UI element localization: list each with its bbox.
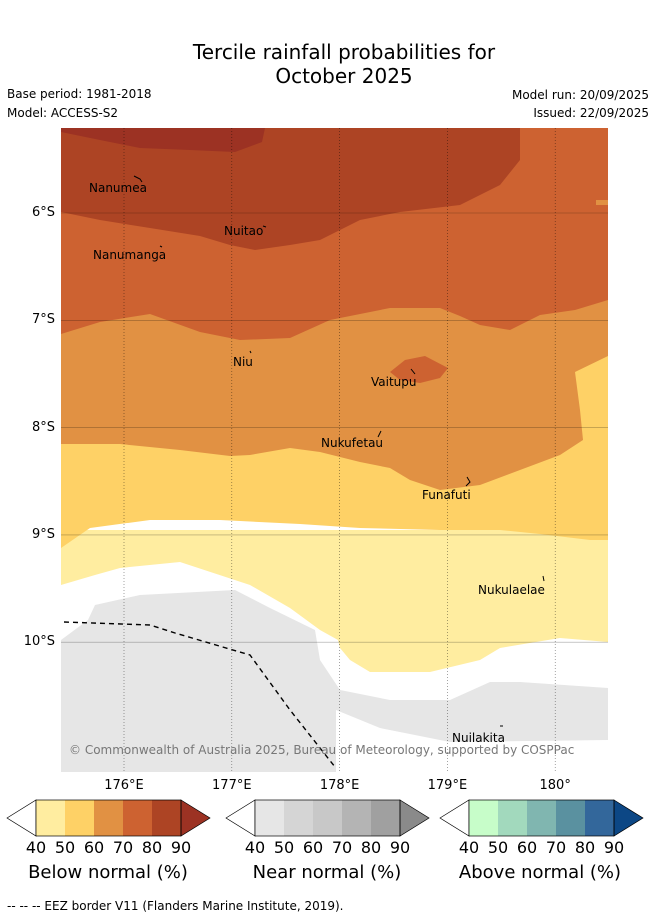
island-marks: [133, 175, 545, 727]
below-colorbar-tick: 40: [26, 838, 46, 857]
above-colorbar-frame: [468, 799, 615, 837]
near-colorbar-segment: [284, 800, 313, 836]
below-colorbar-tick: 70: [113, 838, 133, 857]
place-label-nuilakita: Nuilakita: [452, 731, 505, 745]
below-colorbar-over: [180, 799, 211, 837]
above-colorbar-segment: [498, 800, 527, 836]
island-mark-nukulaelae: [542, 575, 545, 582]
model-run: Model run: 20/09/2025: [511, 88, 649, 102]
eez-legend: -- -- -- EEZ border V11 (Flanders Marine…: [7, 899, 344, 913]
near-colorbar-segment: [342, 800, 371, 836]
map-title-line1: Tercile rainfall probabilities for: [192, 40, 496, 64]
island-mark-niu: [249, 350, 252, 354]
above-colorbar-under: [439, 799, 470, 837]
graticule: [61, 128, 608, 772]
place-label-nanumanga: Nanumanga: [93, 248, 166, 262]
near-colorbar-tick: 50: [274, 838, 294, 857]
map-title-line2: October 2025: [275, 64, 413, 88]
near-colorbar-tick: 90: [390, 838, 410, 857]
near-normal-title: Near normal (%): [252, 862, 402, 883]
island-mark-nanumanga: [159, 245, 163, 248]
near-colorbar-over: [399, 799, 430, 837]
near-colorbar-segment: [255, 800, 284, 836]
lon-tick-label: 177°E: [212, 778, 252, 793]
below-normal-40-50: [61, 530, 608, 672]
below-colorbar-tick: 80: [142, 838, 162, 857]
island-mark-nukufetau: [377, 430, 382, 438]
near-colorbar-tick: 60: [303, 838, 323, 857]
near-colorbar-frame: [254, 799, 401, 837]
below-colorbar-segment: [152, 800, 181, 836]
lon-tick-label: 179°E: [427, 778, 468, 793]
above-colorbar-tick: 70: [546, 838, 566, 857]
above-colorbar-tick: 40: [459, 838, 479, 857]
above-colorbar-segment: [585, 800, 614, 836]
above-colorbar-segment: [527, 800, 556, 836]
above-colorbar-tick: 90: [604, 838, 624, 857]
above-normal-title: Above normal (%): [458, 862, 622, 883]
east-patch: [596, 200, 608, 205]
place-label-nuitao: Nuitao: [224, 224, 263, 238]
below-colorbar-tick: 60: [84, 838, 104, 857]
island-mark-nanumea: [133, 175, 143, 183]
lon-tick-label: 180°: [539, 778, 571, 793]
place-label-funafuti: Funafuti: [422, 488, 471, 502]
place-label-nanumea: Nanumea: [89, 181, 147, 195]
near-colorbar-tick: 70: [332, 838, 352, 857]
below-normal-90-plus: [61, 128, 265, 152]
above-colorbar-segment: [556, 800, 585, 836]
eez-border: [63, 621, 336, 768]
below-colorbar-tick: 50: [55, 838, 75, 857]
above-colorbar-tick: 60: [517, 838, 537, 857]
vaitupu-patch: [390, 356, 448, 383]
below-normal-80-90: [61, 128, 520, 250]
near-colorbar-segment: [313, 800, 342, 836]
lat-tick-label: 6°S: [31, 205, 55, 220]
below-colorbar-frame: [35, 799, 182, 837]
near-colorbar-tick: 40: [245, 838, 265, 857]
model-name: Model: ACCESS-S2: [7, 106, 119, 120]
place-labels: Nanumea Nuitao Nanumanga Niu Vaitupu Nukufeta…: [89, 181, 545, 745]
colorbars: 40 50 60 70 80 90 40 50 60 70 80 90 40 50 60 70 80 90: [6, 799, 644, 857]
probability-shading: [61, 128, 608, 772]
below-colorbar-segment: [94, 800, 123, 836]
above-colorbar-tick: 80: [575, 838, 595, 857]
place-label-nukulaelae: Nukulaelae: [478, 583, 545, 597]
lon-tick-label: 176°E: [104, 778, 144, 793]
below-normal-60-70: [61, 296, 608, 490]
near-colorbar-under: [225, 799, 256, 837]
place-label-niu: Niu: [233, 355, 253, 369]
near-normal-region: [61, 590, 608, 772]
lat-tick-label: 8°S: [31, 419, 55, 435]
base-period: Base period: 1981-2018: [7, 87, 152, 101]
island-mark-nuitao: [262, 225, 267, 228]
below-colorbar-under: [6, 799, 37, 837]
below-colorbar-tick: 90: [171, 838, 191, 857]
place-label-nukufetau: Nukufetau: [321, 436, 383, 450]
below-colorbar-segment: [65, 800, 94, 836]
above-colorbar-tick: 50: [488, 838, 508, 857]
above-colorbar-segment: [469, 800, 498, 836]
near-colorbar-segment: [371, 800, 400, 836]
island-mark-funafuti: [465, 476, 471, 487]
below-normal-title: Below normal (%): [28, 862, 188, 883]
below-colorbar-segment: [36, 800, 65, 836]
below-colorbar-segment: [123, 800, 152, 836]
gap-band: [336, 710, 608, 772]
lon-tick-label: 178°E: [319, 778, 360, 793]
near-colorbar-tick: 80: [361, 838, 381, 857]
place-label-vaitupu: Vaitupu: [371, 375, 417, 389]
issued-date: Issued: 22/09/2025: [533, 106, 649, 120]
above-colorbar-over: [613, 799, 644, 837]
lat-tick-label: 7°S: [31, 312, 55, 328]
map-title: Tercile rainfall probabilities for Octob…: [0, 40, 655, 88]
lat-tick-label: 9°S: [31, 526, 55, 542]
island-mark-vaitupu: [410, 368, 416, 375]
lat-tick-label: 10°S: [23, 634, 55, 650]
copyright-notice: © Commonwealth of Australia 2025, Bureau…: [69, 743, 574, 757]
